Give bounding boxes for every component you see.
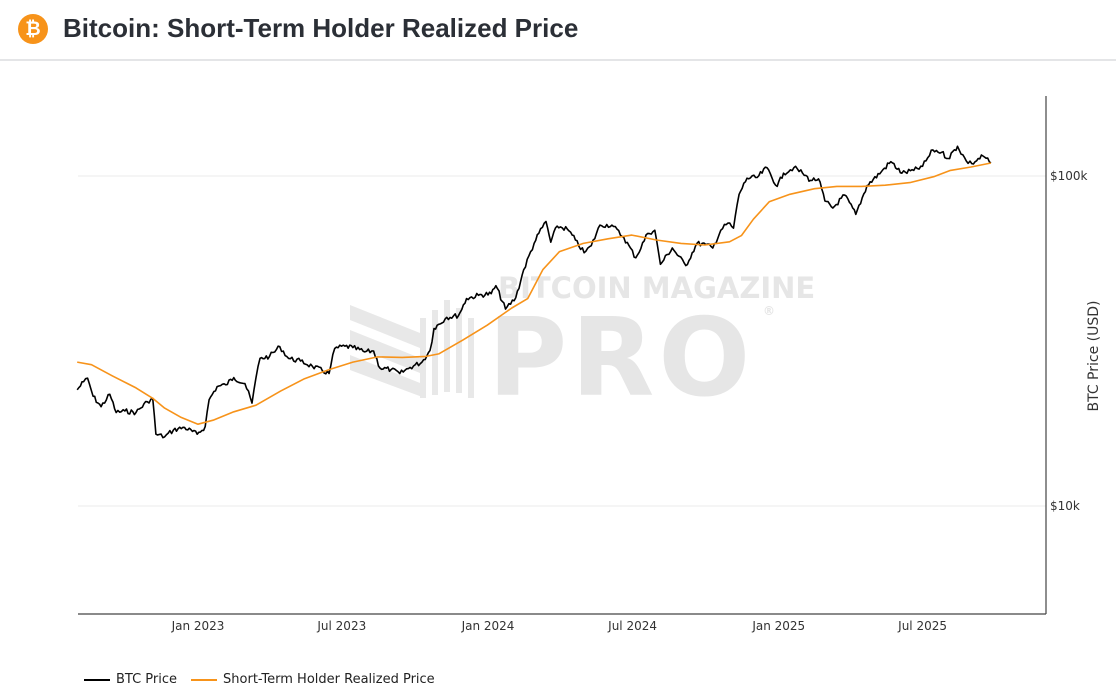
legend-swatch-sth-realized-price: [191, 678, 218, 681]
page-header: ₿ Bitcoin: Short-Term Holder Realized Pr…: [0, 0, 1116, 61]
watermark: BITCOIN MAGAZINE PRO ®: [350, 271, 815, 421]
legend-item-btc-price[interactable]: BTC Price: [84, 672, 177, 687]
axes: [78, 96, 1047, 615]
watermark-registered: ®: [763, 304, 775, 318]
x-tick-label-5: Jul 2025: [897, 619, 947, 633]
legend-swatch-btc-price: [84, 678, 110, 681]
page-title: Bitcoin: Short-Term Holder Realized Pric…: [63, 13, 579, 43]
y-tick-label-0: $100k: [1050, 169, 1088, 183]
bitcoin-logo-icon: ₿: [18, 14, 48, 44]
watermark-line2: PRO: [488, 296, 754, 421]
series-btc-price: [76, 145, 992, 439]
x-tick-label-1: Jul 2023: [316, 619, 366, 633]
grid: [78, 175, 1046, 507]
x-tick-label-0: Jan 2023: [171, 619, 225, 633]
x-tick-label-2: Jan 2024: [461, 619, 515, 633]
legend-label-btc-price: BTC Price: [116, 672, 178, 687]
series-line-0: [76, 145, 992, 439]
legend-label-sth-realized-price: Short-Term Holder Realized Price: [223, 672, 435, 687]
y-axis-label: BTC Price (USD): [1086, 300, 1102, 411]
series-line-1: [77, 162, 992, 425]
watermark-logo-icon: [350, 300, 474, 398]
series: [76, 145, 992, 439]
watermark-line1: BITCOIN MAGAZINE: [498, 271, 815, 305]
legend: BTC Price Short-Term Holder Realized Pri…: [84, 672, 449, 687]
y-axis-ticks: $100k $10k: [1050, 169, 1088, 513]
y-tick-label-1: $10k: [1050, 499, 1080, 513]
legend-item-sth-realized-price[interactable]: Short-Term Holder Realized Price: [191, 672, 435, 687]
series-sth-realized-price: [77, 162, 992, 425]
x-tick-label-3: Jul 2024: [607, 619, 657, 633]
x-tick-label-4: Jan 2025: [751, 619, 805, 633]
x-axis-ticks: Jan 2023 Jul 2023 Jan 2024 Jul 2024 Jan 2025…: [171, 619, 947, 633]
